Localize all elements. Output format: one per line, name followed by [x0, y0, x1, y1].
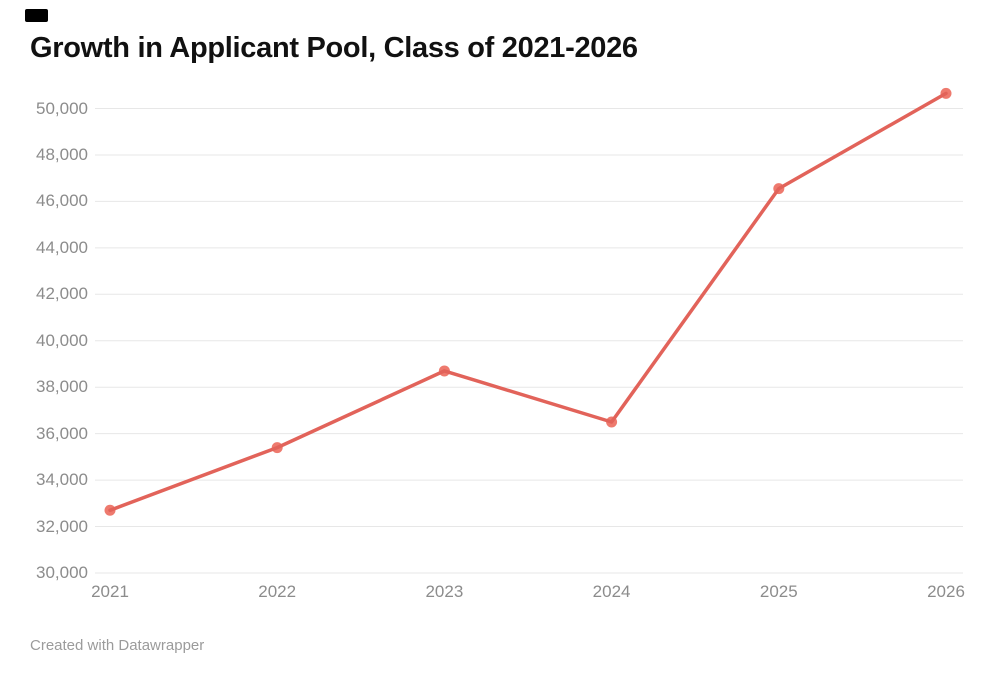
y-axis-tick-label: 42,000: [36, 284, 88, 304]
y-axis-tick-label: 38,000: [36, 377, 88, 397]
y-axis-tick-label: 34,000: [36, 470, 88, 490]
x-axis-tick-label-2021: 2021: [91, 582, 129, 601]
x-axis-tick-label-2026: 2026: [927, 582, 965, 601]
y-axis-tick-label: 44,000: [36, 237, 88, 257]
y-axis-tick-label: 40,000: [36, 330, 88, 350]
x-axis-tick-label-2025: 2025: [759, 582, 798, 601]
y-axis-tick-label: 48,000: [36, 144, 88, 164]
y-axis-tick-label: 30,000: [36, 563, 88, 582]
chart-credit: Created with Datawrapper: [30, 637, 205, 654]
y-axis-tick-label: 36,000: [36, 423, 88, 443]
applicant-pool-line: [108, 91, 948, 513]
corner-black-box: [25, 9, 48, 22]
y-axis-tick-label: 50,000: [36, 98, 88, 118]
x-axis-tick-label-2022: 2022: [258, 582, 297, 601]
chart-title: Growth in Applicant Pool, Class of 2021-…: [30, 32, 638, 64]
y-axis-tick-label: 46,000: [36, 191, 88, 211]
x-axis-tick-label-2023: 2023: [425, 582, 464, 601]
y-axis-tick-label: 32,000: [36, 516, 88, 536]
x-axis-tick-label-2024: 2024: [592, 582, 631, 601]
